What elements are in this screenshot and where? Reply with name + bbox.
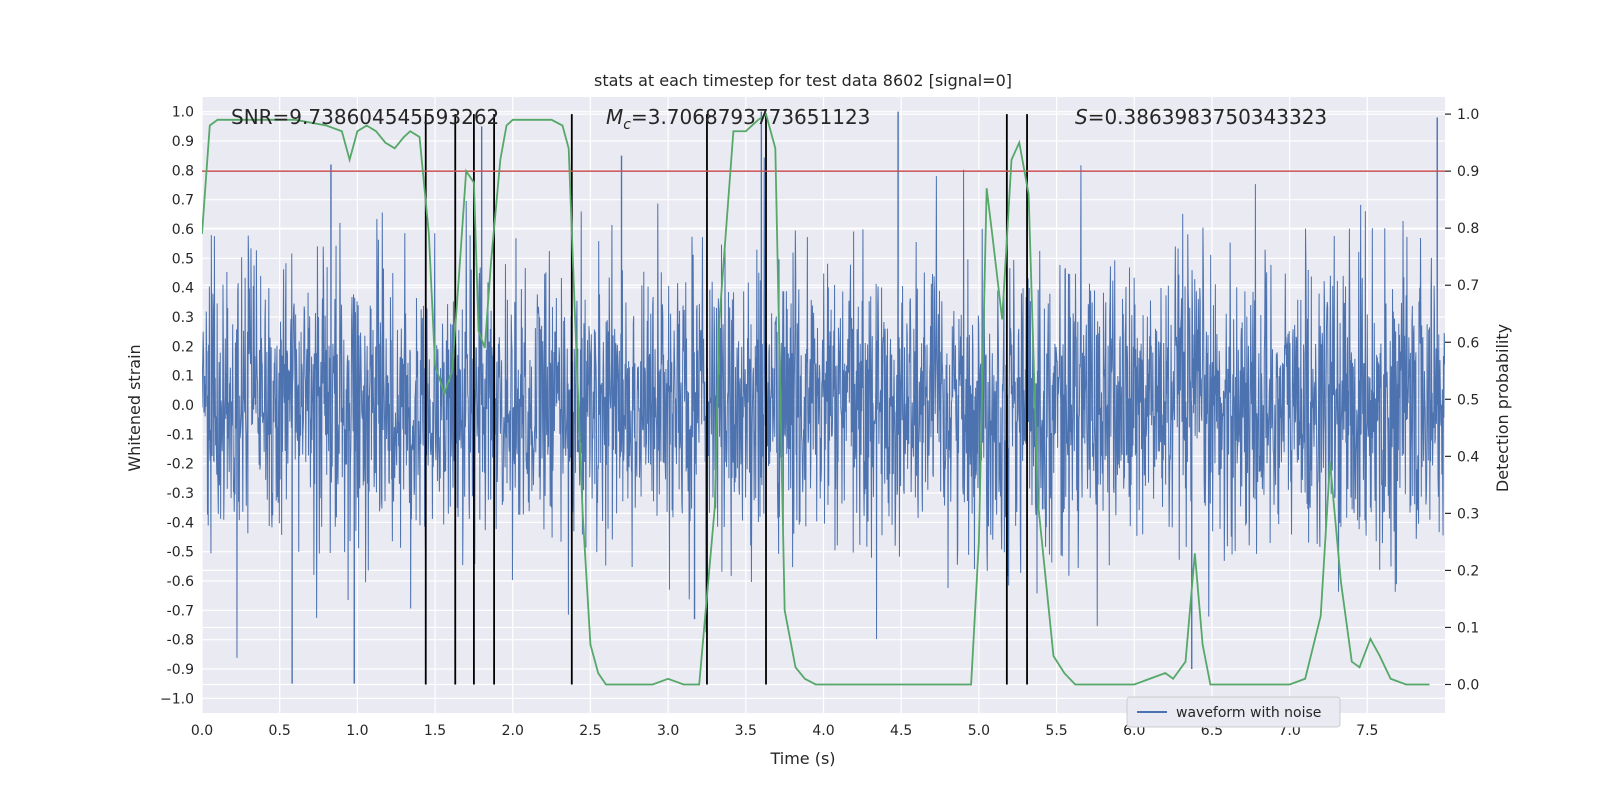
y-axis-label-right: Detection probability	[1493, 324, 1512, 492]
legend-label: waveform with noise	[1176, 705, 1321, 721]
y-tick-label-right: 0.9	[1457, 164, 1479, 180]
y-tick-label-right: 0.6	[1457, 335, 1479, 351]
legend-box	[1126, 696, 1341, 728]
x-axis-label: Time (s)	[769, 749, 835, 768]
y-tick-label-left: -0.4	[167, 515, 194, 531]
x-tick-label: 4.5	[890, 723, 912, 739]
x-tick-label: 0.5	[269, 723, 291, 739]
y-tick-label-left: 0.1	[172, 369, 194, 385]
s-annotation: S=0.3863983750343323	[1075, 105, 1327, 129]
x-tick-label: 1.0	[346, 723, 368, 739]
y-tick-label-right: 0.3	[1457, 506, 1479, 522]
y-tick-label-left: 0.7	[172, 193, 194, 209]
y-tick-label-right: 0.1	[1457, 620, 1479, 636]
y-tick-label-left: -0.5	[167, 545, 194, 561]
x-tick-label: 3.0	[657, 723, 679, 739]
y-tick-label-right: 0.2	[1457, 563, 1479, 579]
y-tick-label-left: 0.2	[172, 339, 194, 355]
x-tick-label: 0.0	[191, 723, 213, 739]
chirp-mass-value: =3.7068793773651123	[631, 105, 870, 129]
x-tick-label: 2.0	[502, 723, 524, 739]
chart-title: stats at each timestep for test data 860…	[594, 71, 1012, 90]
chirp-mass-subscript: c	[623, 117, 631, 133]
x-tick-label: 5.5	[1045, 723, 1067, 739]
waveform-noise	[202, 111, 1445, 684]
y-tick-label-left: -0.3	[167, 486, 194, 502]
y-tick-label-left: -0.7	[167, 603, 194, 619]
y-tick-label-left: -0.1	[167, 427, 194, 443]
y-tick-label-left: 0.4	[172, 281, 194, 297]
y-tick-label-right: 0.4	[1457, 449, 1479, 465]
y-tick-label-right: 0.5	[1457, 392, 1479, 408]
chirp-mass-annotation: Mc=3.7068793773651123	[606, 105, 870, 133]
x-tick-label: 4.0	[812, 723, 834, 739]
y-tick-label-left: 0.6	[172, 222, 194, 238]
x-tick-label: 5.0	[968, 723, 990, 739]
y-tick-label-left: 0.8	[172, 163, 194, 179]
y-ticks-left: 1.0 0.9 0.8 0.7 0.6 0.5 0.4 0.3 0.2 0.1 0.0 -0.1 -0.…	[160, 105, 194, 708]
snr-annotation: SNR=9.738604545593262	[231, 105, 499, 129]
y-tick-label-right: 0.8	[1457, 221, 1479, 237]
x-tick-label: 1.5	[424, 723, 446, 739]
y-tick-label-left: 0.9	[172, 134, 194, 150]
x-tick-label: 3.5	[735, 723, 757, 739]
y-tick-label-left: -0.6	[167, 574, 194, 590]
s-symbol: S	[1075, 105, 1088, 129]
x-tick-label: 2.5	[579, 723, 601, 739]
y-tick-label-left: 0.5	[172, 251, 194, 267]
waveform-path	[202, 157, 1445, 658]
y-axis-label-left: Whitened strain	[125, 344, 144, 471]
y-tick-label-right: 1.0	[1457, 107, 1479, 123]
y-ticks-right: 1.0 0.9 0.8 0.7 0.6 0.5 0.4 0.3 0.2 0.1 0.0	[1445, 107, 1479, 693]
y-tick-label-left: -0.2	[167, 457, 194, 473]
detection-probability-line	[202, 112, 1430, 686]
y-tick-label-left: −1.0	[160, 691, 194, 707]
probability-path	[202, 112, 1430, 686]
x-tick-label: 7.5	[1356, 723, 1378, 739]
chirp-mass-symbol: M	[606, 105, 623, 129]
legend: waveform with noise	[1126, 696, 1341, 728]
y-tick-label-left: 1.0	[172, 105, 194, 121]
y-tick-label-left: -0.8	[167, 633, 194, 649]
y-tick-label-left: -0.9	[167, 662, 194, 678]
y-tick-label-right: 0.7	[1457, 278, 1479, 294]
y-tick-label-right: 0.0	[1457, 677, 1479, 693]
y-tick-label-left: 0.3	[172, 310, 194, 326]
y-tick-label-left: 0.0	[172, 398, 194, 414]
s-value: =0.3863983750343323	[1088, 105, 1327, 129]
